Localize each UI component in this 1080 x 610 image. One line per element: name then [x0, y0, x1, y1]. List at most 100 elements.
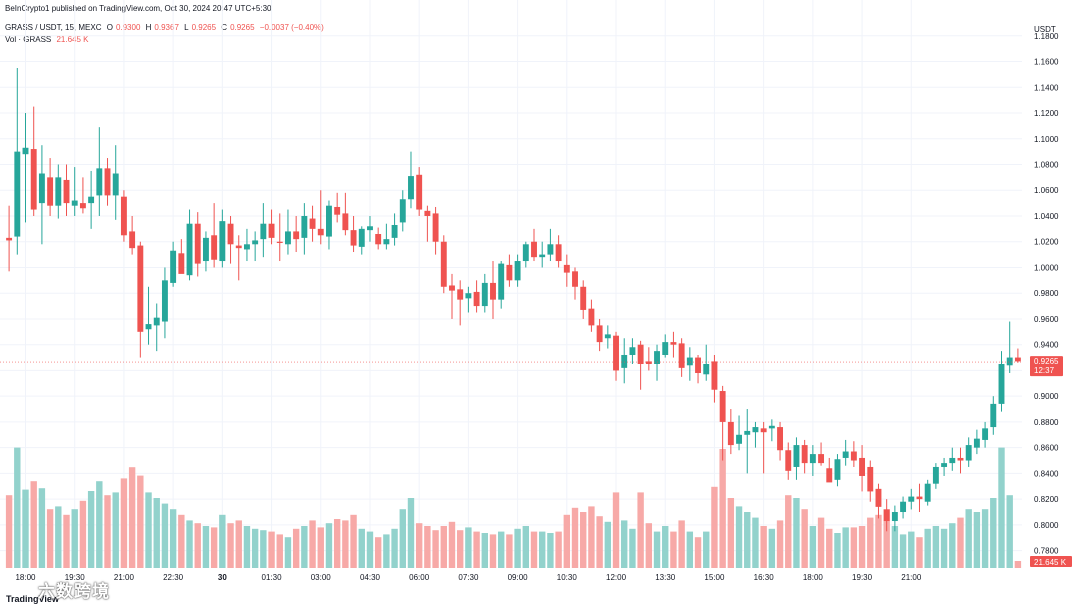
- candle-body: [957, 457, 964, 461]
- candle-body: [342, 213, 349, 231]
- candle-body: [941, 463, 948, 467]
- volume-bar: [251, 528, 259, 568]
- volume-value: 21.645 K: [56, 35, 89, 44]
- volume-bar: [120, 478, 128, 568]
- volume-bar: [514, 528, 521, 568]
- candle-body: [686, 357, 693, 366]
- candle-body: [490, 282, 496, 300]
- volume-bar: [325, 523, 333, 568]
- candle-body: [358, 228, 365, 247]
- currency-label: USDT: [1034, 25, 1056, 34]
- candles: [6, 67, 1021, 532]
- volume-bar: [686, 531, 694, 568]
- volume-bar: [284, 537, 292, 568]
- candle-body: [859, 457, 866, 476]
- candle-body: [137, 245, 144, 332]
- candle-body: [752, 427, 759, 433]
- candle-body: [186, 223, 193, 276]
- candle-body: [14, 151, 21, 237]
- volume-bar: [612, 492, 620, 568]
- candle-body: [481, 282, 488, 307]
- y-tick-label: 1.1800: [1034, 32, 1059, 41]
- candle-body: [227, 223, 234, 245]
- volume-bar: [22, 489, 29, 568]
- y-tick-label: 1.0200: [1034, 238, 1059, 247]
- volume-bar: [424, 526, 431, 568]
- candle-body: [613, 335, 619, 371]
- y-tick-label: 1.0800: [1034, 161, 1059, 170]
- volume-bar: [998, 447, 1005, 568]
- volume-bar: [96, 481, 103, 568]
- candle-body: [875, 488, 882, 507]
- candle-body: [96, 168, 103, 196]
- y-tick-label: 1.0000: [1034, 263, 1059, 272]
- x-tick-label: 19:30: [852, 573, 873, 582]
- volume-bar: [153, 498, 160, 568]
- volume-bar: [383, 534, 390, 568]
- candle-body: [809, 454, 816, 464]
- candle-body: [145, 324, 152, 330]
- candle-body: [572, 271, 578, 287]
- volume-bar: [407, 498, 415, 568]
- volume-bar: [867, 517, 874, 568]
- volume-bar: [768, 528, 776, 568]
- x-tick-label: 12:00: [606, 573, 627, 582]
- volume-bar: [604, 521, 612, 568]
- candle-body: [293, 231, 300, 240]
- volume-bar: [5, 495, 13, 568]
- candle-body: [276, 241, 283, 244]
- x-tick-label: 03:00: [311, 573, 332, 582]
- volume-bar: [448, 521, 456, 568]
- candle-body: [399, 199, 406, 223]
- volume-bar: [235, 520, 242, 568]
- candle-body: [990, 403, 997, 428]
- volume-bar: [79, 500, 87, 568]
- candle-body: [645, 361, 652, 364]
- x-tick-label: 18:00: [15, 573, 36, 582]
- volume-bar: [924, 528, 931, 568]
- candle-body: [22, 147, 29, 155]
- volume-bar: [399, 509, 406, 568]
- candle-body: [129, 231, 136, 249]
- candle-body: [932, 466, 939, 484]
- volume-bar: [432, 530, 439, 568]
- volume-bar: [55, 506, 62, 568]
- candle-body: [998, 363, 1005, 404]
- y-tick-label: 1.1000: [1034, 135, 1059, 144]
- candle-body: [432, 213, 439, 242]
- candle-body: [170, 250, 177, 283]
- volume-bar: [834, 533, 841, 568]
- y-tick-label: 0.9800: [1034, 289, 1059, 298]
- volume-bar: [260, 530, 267, 568]
- y-tick-label: 0.9400: [1034, 341, 1059, 350]
- volume-bar: [14, 447, 21, 568]
- candle-body: [285, 231, 291, 245]
- volume-bar: [965, 509, 972, 568]
- volume-bar: [292, 528, 300, 568]
- volume-bar: [530, 531, 538, 568]
- volume-bar: [391, 528, 398, 568]
- candle-body: [235, 245, 242, 249]
- candle-body: [326, 205, 332, 237]
- candle-body: [71, 200, 78, 206]
- x-tick-label: 09:00: [508, 573, 529, 582]
- volume-bar: [727, 498, 735, 568]
- candle-body: [924, 483, 931, 502]
- volume-title: Vol · GRASS: [5, 35, 52, 44]
- volume-bar: [973, 512, 981, 568]
- volume-bars: [5, 447, 1022, 568]
- volume-bar: [645, 523, 653, 568]
- volume-bar: [555, 531, 562, 568]
- candle-body: [949, 457, 956, 464]
- volume-bar: [489, 534, 497, 568]
- candle-body: [317, 228, 324, 236]
- candle-body: [818, 454, 825, 464]
- candle-body: [30, 149, 37, 210]
- candle-body: [391, 224, 398, 238]
- candle-body: [785, 450, 792, 471]
- volume-bar: [637, 492, 644, 568]
- tradingview-logo[interactable]: TradingView: [6, 594, 59, 604]
- y-tick-label: 0.9000: [1034, 392, 1059, 401]
- volume-bar: [358, 528, 365, 568]
